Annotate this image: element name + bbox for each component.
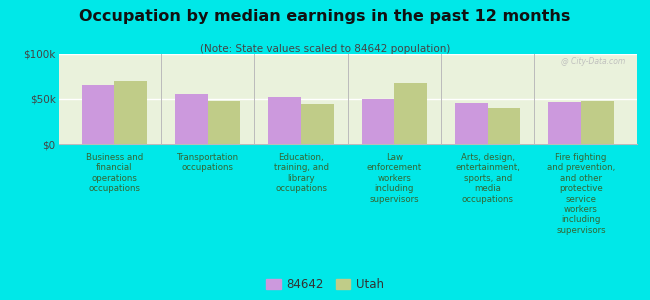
Legend: 84642, Utah: 84642, Utah (266, 278, 384, 291)
Bar (175, 94, 208, 144)
Text: Business and
financial
operations
occupations: Business and financial operations occupa… (86, 153, 143, 193)
Bar (268, 97, 301, 144)
Text: Law
enforcement
workers
including
supervisors: Law enforcement workers including superv… (367, 153, 422, 204)
Bar (301, 104, 333, 144)
Text: Education,
training, and
library
occupations: Education, training, and library occupat… (274, 153, 329, 193)
Bar (208, 101, 240, 144)
Text: (Note: State values scaled to 84642 population): (Note: State values scaled to 84642 popu… (200, 44, 450, 53)
Text: Transportation
occupations: Transportation occupations (177, 153, 239, 172)
Bar (114, 81, 147, 144)
Bar (455, 103, 488, 144)
Text: Occupation by median earnings in the past 12 months: Occupation by median earnings in the pas… (79, 9, 571, 24)
Text: Arts, design,
entertainment,
sports, and
media
occupations: Arts, design, entertainment, sports, and… (455, 153, 520, 204)
Bar (362, 99, 395, 144)
Bar (581, 101, 614, 144)
Bar (549, 102, 581, 144)
Bar (82, 85, 114, 144)
Text: @ City-Data.com: @ City-Data.com (561, 57, 625, 66)
Bar (488, 108, 521, 144)
Bar (395, 83, 427, 144)
Text: Fire fighting
and prevention,
and other
protective
service
workers
including
sup: Fire fighting and prevention, and other … (547, 153, 615, 235)
